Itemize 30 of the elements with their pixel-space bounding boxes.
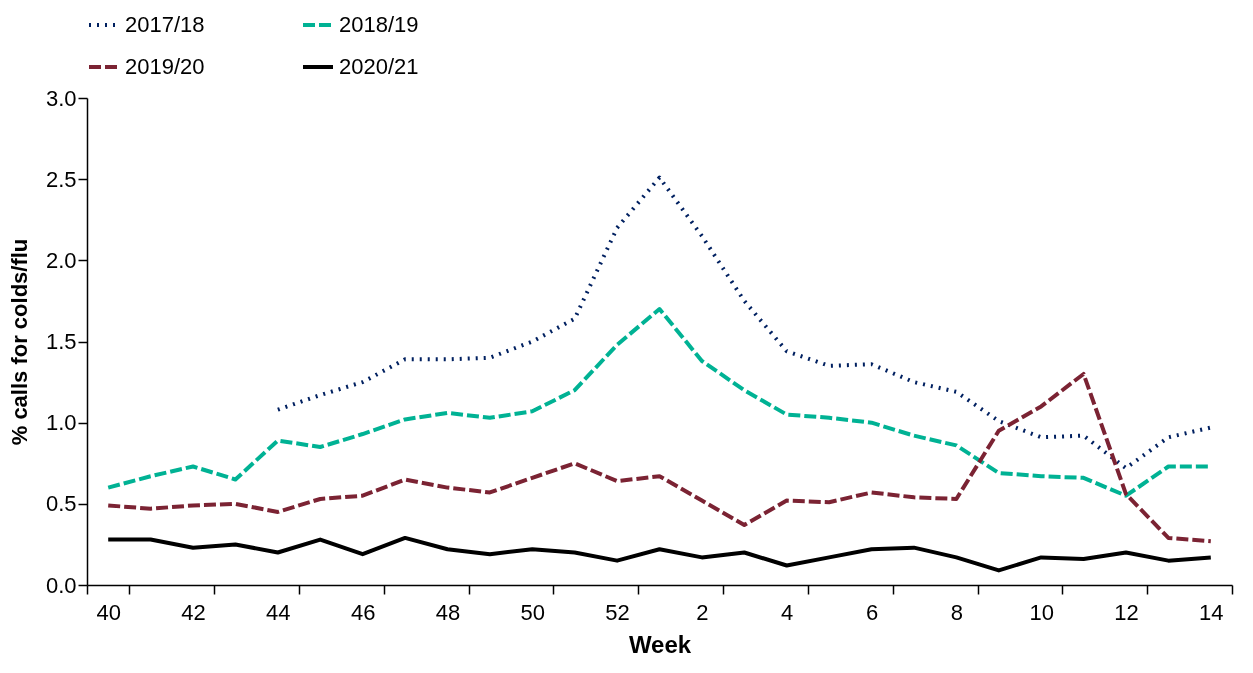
legend-label: 2019/20 (125, 54, 205, 79)
legend-label: 2020/21 (339, 54, 419, 79)
line-series (106, 535, 1213, 573)
y-tick-label: 2.5 (45, 166, 77, 192)
x-tick-label: 50 (520, 599, 546, 625)
y-tick-label: 0.0 (45, 572, 77, 598)
x-tick-label: 8 (950, 599, 963, 625)
line-series (275, 175, 1213, 471)
x-tick-label: 14 (1199, 599, 1224, 625)
x-tick-label: 10 (1029, 599, 1054, 625)
y-tick-label: 2.0 (45, 247, 77, 273)
x-tick-label: 6 (865, 599, 879, 625)
y-tick-label: 3.0 (45, 85, 77, 111)
x-tick-label: 52 (605, 599, 630, 625)
x-axis-title: Week (628, 630, 692, 658)
x-tick-label: 46 (350, 599, 376, 625)
y-axis-title: % calls for colds/flu (6, 238, 32, 446)
x-tick-label: 44 (266, 599, 291, 625)
x-tick-label: 4 (781, 599, 794, 625)
x-tick-label: 2 (696, 599, 709, 625)
x-tick-label: 12 (1114, 599, 1139, 625)
line-series (106, 371, 1213, 544)
y-tick-label: 1.5 (45, 329, 77, 354)
x-tick-label: 42 (181, 599, 206, 625)
legend-label: 2017/18 (125, 12, 205, 37)
legend-label: 2018/19 (339, 12, 419, 37)
y-tick-label: 1.0 (45, 410, 77, 436)
x-tick-label: 48 (435, 599, 461, 625)
x-tick-label: 40 (96, 599, 121, 625)
y-tick-label: 0.5 (45, 491, 77, 517)
